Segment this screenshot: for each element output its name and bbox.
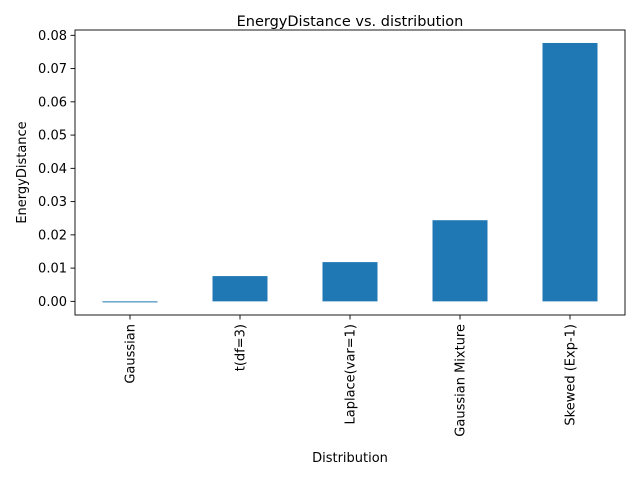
- x-tick-label: Laplace(var=1): [344, 324, 359, 425]
- x-axis: Gaussian t(df=3) Laplace(var=1) Gaussian Mi…: [124, 315, 579, 437]
- chart-title: EnergyDistance vs. distribution: [237, 14, 464, 30]
- y-tick-label: 0.00: [38, 295, 67, 310]
- y-tick-label: 0.01: [38, 262, 67, 277]
- y-tick-label: 0.07: [38, 62, 67, 77]
- y-tick-label: 0.03: [38, 195, 67, 210]
- x-tick-label: Gaussian: [124, 324, 139, 384]
- x-tick-label: Skewed (Exp-1): [564, 324, 579, 426]
- y-axis: 0.00 0.01 0.02 0.03 0.04 0.05 0.06 0.07 0.08: [38, 29, 75, 310]
- y-tick-label: 0.05: [38, 129, 67, 144]
- y-tick-label: 0.04: [38, 162, 67, 177]
- bar: [212, 276, 268, 302]
- x-axis-label: Distribution: [312, 451, 388, 466]
- y-axis-label: EnergyDistance: [15, 121, 30, 223]
- y-tick-label: 0.02: [38, 228, 67, 243]
- bar: [102, 301, 158, 303]
- y-tick-label: 0.06: [38, 95, 67, 110]
- x-tick-label: Gaussian Mixture: [454, 324, 469, 437]
- x-tick-label: t(df=3): [234, 324, 249, 371]
- bars-group: [102, 42, 598, 303]
- bar: [542, 42, 598, 302]
- bar: [322, 262, 378, 302]
- bar: [432, 220, 488, 302]
- y-tick-label: 0.08: [38, 29, 67, 44]
